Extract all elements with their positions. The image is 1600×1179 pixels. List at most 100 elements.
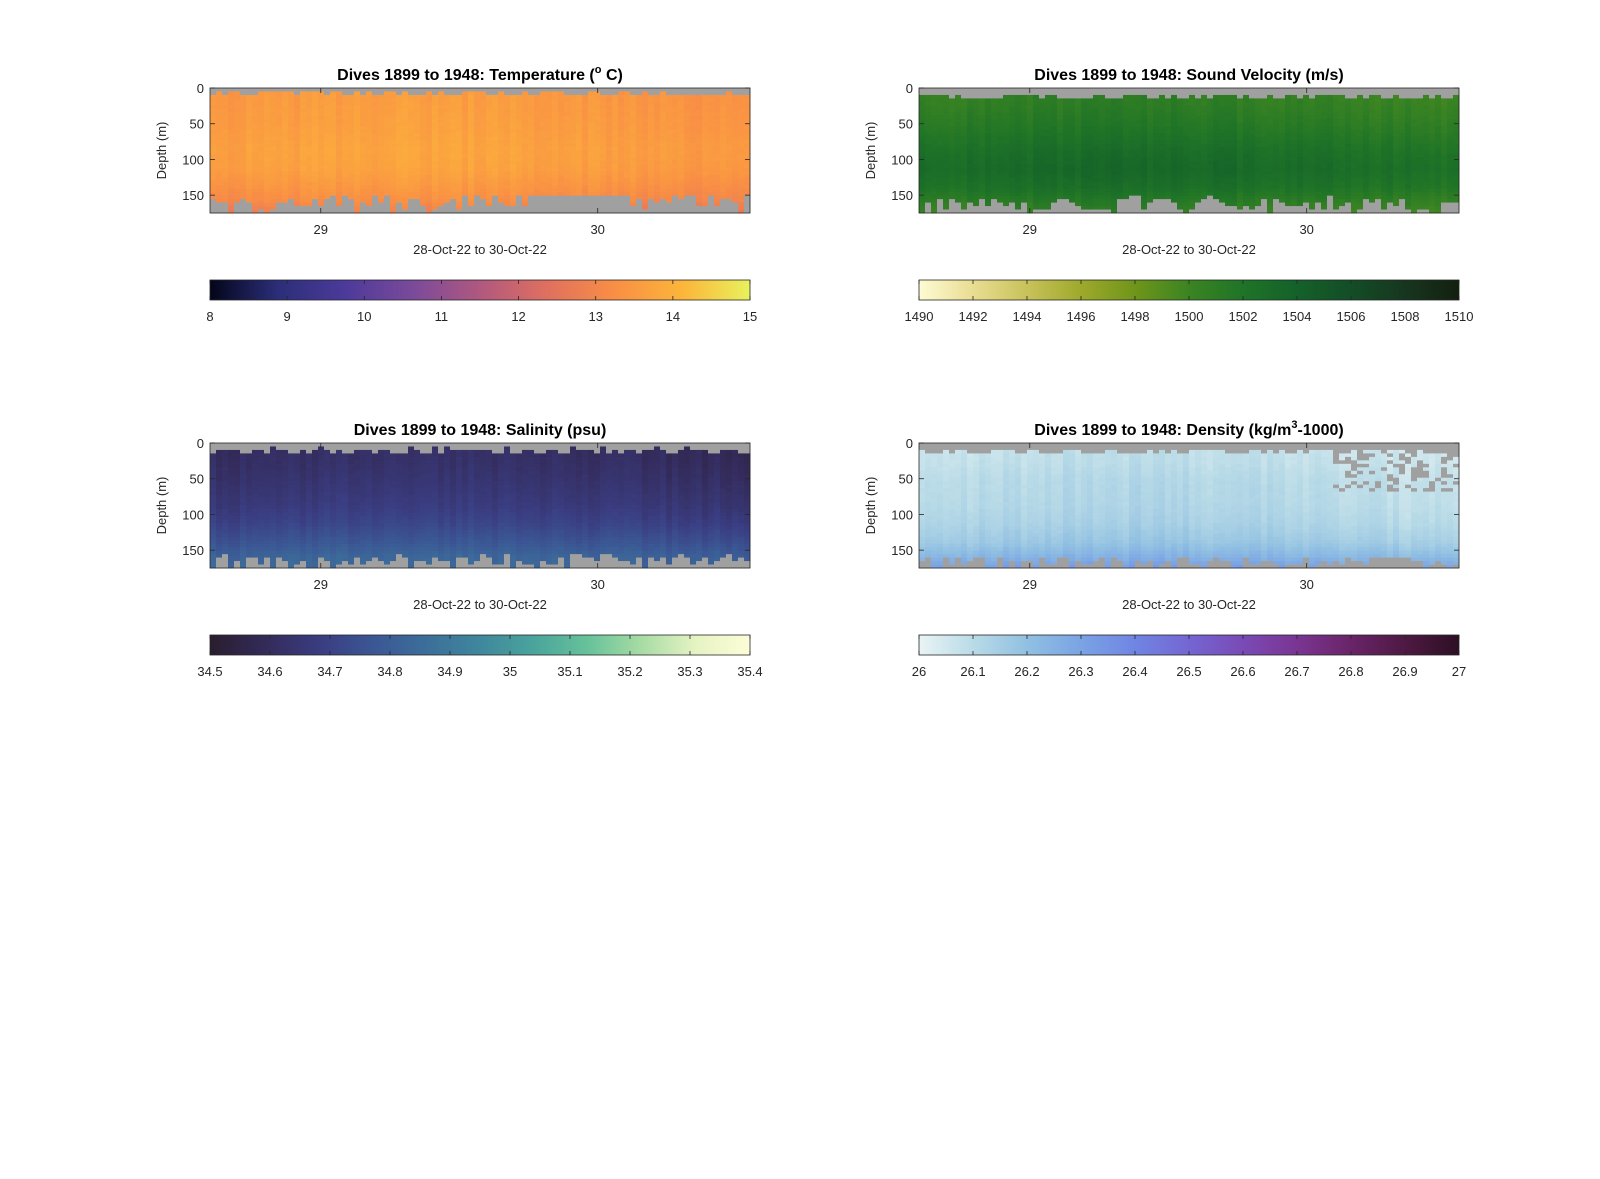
heatmap-cell — [1021, 101, 1028, 106]
heatmap-cell — [1009, 174, 1016, 179]
heatmap-cell — [1087, 164, 1094, 169]
heatmap-cell — [498, 112, 505, 117]
heatmap-cell — [1165, 88, 1172, 92]
heatmap-cell — [925, 202, 932, 207]
heatmap-cell — [468, 178, 475, 183]
heatmap-cell — [540, 140, 547, 144]
heatmap-cell — [1075, 133, 1082, 138]
heatmap-cell — [252, 178, 259, 183]
heatmap-cell — [450, 133, 457, 138]
heatmap-cell — [498, 126, 505, 131]
heatmap-cell — [558, 192, 565, 197]
heatmap-cell — [931, 105, 938, 110]
heatmap-cell — [444, 206, 451, 210]
heatmap-cell — [402, 119, 409, 124]
heatmap-cell — [1105, 171, 1112, 176]
heatmap-cell — [378, 136, 385, 141]
heatmap-cell — [1141, 188, 1148, 193]
heatmap-cell — [1075, 112, 1082, 117]
heatmap-cell — [252, 98, 259, 103]
heatmap-cell — [672, 140, 679, 144]
heatmap-cell — [1105, 160, 1112, 165]
heatmap-cell — [270, 192, 277, 197]
heatmap-cell — [630, 171, 637, 176]
heatmap-cell — [450, 171, 457, 176]
heatmap-cell — [1117, 178, 1124, 183]
heatmap-cell — [684, 108, 691, 113]
heatmap-cell — [991, 140, 998, 144]
heatmap-cell — [354, 119, 361, 124]
heatmap-cell — [696, 160, 703, 165]
heatmap-cell — [1087, 133, 1094, 138]
heatmap-cell — [474, 112, 481, 117]
heatmap-cell — [1117, 112, 1124, 117]
heatmap-cell — [684, 206, 691, 210]
heatmap-cell — [396, 126, 403, 131]
heatmap-cell — [228, 157, 235, 162]
heatmap-cell — [294, 98, 301, 103]
heatmap-cell — [576, 171, 583, 176]
heatmap-cell — [720, 199, 727, 203]
heatmap-cell — [1171, 153, 1178, 158]
heatmap-cell — [414, 153, 421, 158]
heatmap-cell — [684, 143, 691, 148]
heatmap-cell — [276, 150, 283, 155]
heatmap-cell — [534, 202, 541, 207]
heatmap-cell — [498, 164, 505, 169]
heatmap-cell — [222, 88, 229, 92]
heatmap-cell — [318, 101, 325, 106]
heatmap-cell — [678, 160, 685, 165]
heatmap-cell — [252, 88, 259, 92]
heatmap-cell — [246, 206, 253, 210]
heatmap-cell — [1159, 94, 1166, 99]
heatmap-cell — [474, 94, 481, 99]
heatmap-cell — [390, 206, 397, 210]
heatmap-cell — [294, 105, 301, 110]
heatmap-cell — [360, 150, 367, 155]
heatmap-cell — [1123, 150, 1130, 155]
heatmap-cell — [1027, 164, 1034, 169]
heatmap-cell — [726, 88, 733, 92]
heatmap-cell — [312, 91, 319, 96]
heatmap-cell — [384, 174, 391, 179]
heatmap-cell — [456, 202, 463, 207]
heatmap-cell — [468, 119, 475, 124]
heatmap-cell — [240, 192, 247, 197]
heatmap-cell — [1045, 178, 1052, 183]
heatmap-cell — [342, 94, 349, 99]
heatmap-cell — [979, 122, 986, 127]
heatmap-cell — [522, 98, 529, 103]
heatmap-cell — [660, 185, 667, 190]
heatmap-cell — [985, 209, 992, 214]
heatmap-cell — [1195, 105, 1202, 110]
heatmap-cell — [402, 199, 409, 203]
heatmap-cell — [252, 185, 259, 190]
heatmap-cell — [678, 206, 685, 210]
heatmap-cell — [312, 153, 319, 158]
heatmap-cell — [306, 209, 313, 214]
heatmap-cell — [456, 98, 463, 103]
heatmap-cell — [336, 150, 343, 155]
heatmap-cell — [973, 122, 980, 127]
heatmap-cell — [510, 143, 517, 148]
heatmap-cell — [967, 105, 974, 110]
heatmap-cell — [997, 126, 1004, 131]
heatmap-cell — [1153, 147, 1160, 151]
heatmap-cell — [456, 188, 463, 193]
heatmap-cell — [642, 174, 649, 179]
heatmap-cell — [1051, 108, 1058, 113]
heatmap-cell — [600, 150, 607, 155]
heatmap-cell — [336, 119, 343, 124]
heatmap-cell — [708, 192, 715, 197]
heatmap-cell — [1069, 181, 1076, 186]
heatmap-cell — [943, 119, 950, 124]
heatmap-cell — [504, 181, 511, 186]
heatmap-cell — [937, 157, 944, 162]
heatmap-cell — [1165, 178, 1172, 183]
heatmap-cell — [991, 133, 998, 138]
heatmap-cell — [534, 157, 541, 162]
heatmap-cell — [558, 188, 565, 193]
heatmap-cell — [336, 164, 343, 169]
heatmap-cell — [354, 188, 361, 193]
heatmap-cell — [979, 147, 986, 151]
